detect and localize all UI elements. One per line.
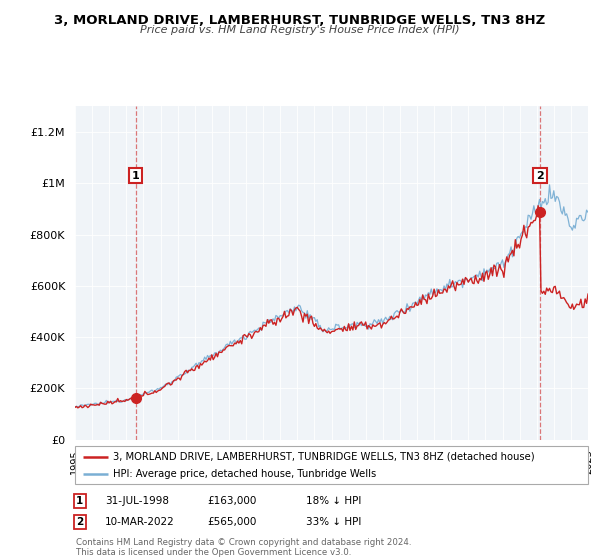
Text: £565,000: £565,000 xyxy=(207,517,256,527)
Text: 2: 2 xyxy=(536,171,544,181)
Text: Contains HM Land Registry data © Crown copyright and database right 2024.
This d: Contains HM Land Registry data © Crown c… xyxy=(76,538,412,557)
Text: 1: 1 xyxy=(76,496,83,506)
Text: 2: 2 xyxy=(76,517,83,527)
Text: 3, MORLAND DRIVE, LAMBERHURST, TUNBRIDGE WELLS, TN3 8HZ: 3, MORLAND DRIVE, LAMBERHURST, TUNBRIDGE… xyxy=(55,14,545,27)
Text: 33% ↓ HPI: 33% ↓ HPI xyxy=(306,517,361,527)
Text: Price paid vs. HM Land Registry's House Price Index (HPI): Price paid vs. HM Land Registry's House … xyxy=(140,25,460,35)
Text: £163,000: £163,000 xyxy=(207,496,256,506)
Text: 31-JUL-1998: 31-JUL-1998 xyxy=(105,496,169,506)
Text: 18% ↓ HPI: 18% ↓ HPI xyxy=(306,496,361,506)
Text: 10-MAR-2022: 10-MAR-2022 xyxy=(105,517,175,527)
Text: HPI: Average price, detached house, Tunbridge Wells: HPI: Average price, detached house, Tunb… xyxy=(113,469,377,479)
Text: 1: 1 xyxy=(131,171,139,181)
FancyBboxPatch shape xyxy=(75,446,588,484)
Text: 3, MORLAND DRIVE, LAMBERHURST, TUNBRIDGE WELLS, TN3 8HZ (detached house): 3, MORLAND DRIVE, LAMBERHURST, TUNBRIDGE… xyxy=(113,451,535,461)
